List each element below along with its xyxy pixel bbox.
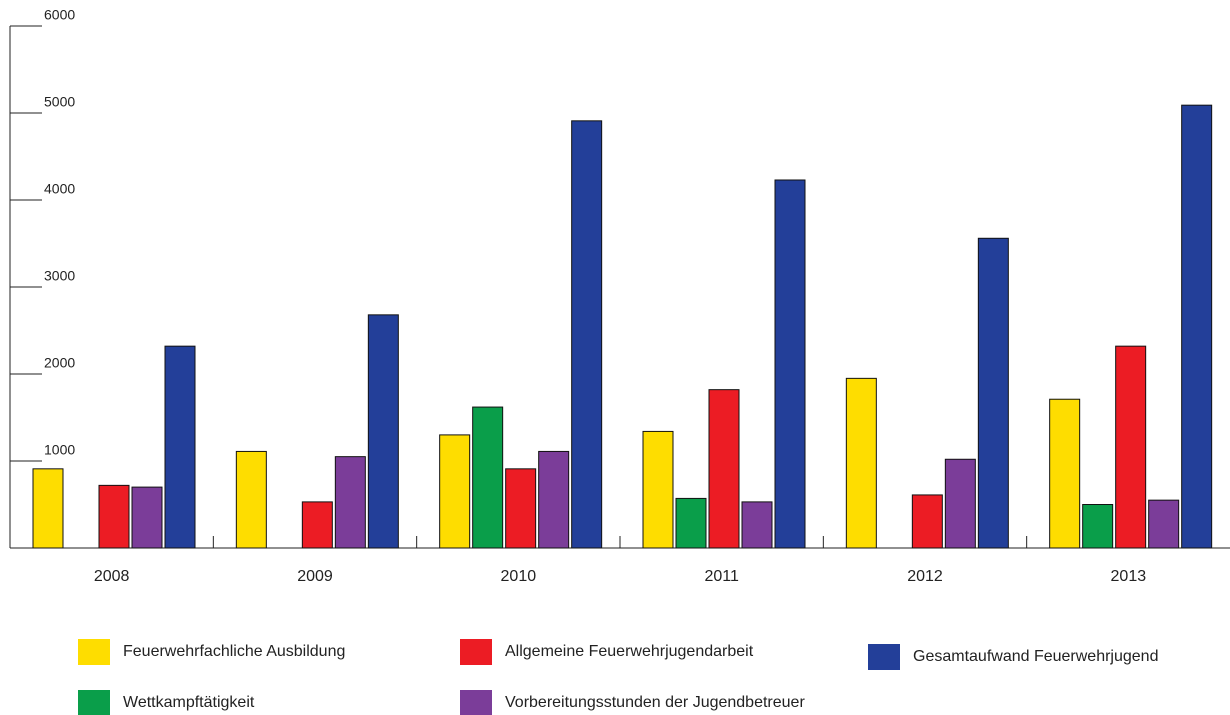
bar — [642, 430, 674, 549]
x-tick-label: 2009 — [297, 568, 333, 585]
bar — [675, 497, 707, 549]
bar — [439, 434, 471, 549]
legend-label: Feuerwehrfachliche Ausbildung — [123, 643, 345, 660]
y-tick-label: 6000 — [44, 7, 75, 23]
bar — [1082, 504, 1114, 549]
bar — [845, 377, 877, 549]
legend-label: Vorbereitungsstunden der Jugendbetreuer — [505, 694, 805, 711]
bar — [741, 501, 773, 549]
legend-swatch — [460, 690, 492, 715]
bar — [164, 345, 196, 549]
bar — [774, 179, 806, 549]
bar — [708, 389, 740, 549]
bar — [98, 484, 130, 549]
bar — [1115, 345, 1147, 549]
legend-swatch — [460, 639, 492, 665]
bar — [334, 456, 366, 549]
bar — [32, 468, 64, 549]
bar — [367, 314, 399, 549]
legend-label: Allgemeine Feuerwehrjugendarbeit — [505, 643, 754, 660]
y-tick-label: 2000 — [44, 355, 75, 371]
bar — [131, 486, 163, 549]
legend-label: Wettkampftätigkeit — [123, 694, 255, 711]
x-tick-label: 2010 — [501, 568, 537, 585]
bar — [944, 458, 976, 549]
x-tick-label: 2013 — [1111, 568, 1147, 585]
bar — [977, 237, 1009, 549]
legend-label: Gesamtaufwand Feuerwehrjugend — [913, 648, 1158, 665]
bar — [235, 450, 267, 549]
bar — [538, 450, 570, 549]
bar — [472, 406, 504, 549]
bar — [301, 501, 333, 549]
legend-swatch — [78, 690, 110, 715]
y-tick-label: 1000 — [44, 442, 75, 458]
y-tick-label: 5000 — [44, 94, 75, 110]
bar — [571, 120, 603, 549]
legend-swatch — [78, 639, 110, 665]
bar — [505, 468, 537, 549]
bar — [1181, 104, 1213, 549]
bar — [1049, 398, 1081, 549]
x-tick-label: 2012 — [907, 568, 943, 585]
legend-swatch — [868, 644, 900, 670]
y-tick-label: 4000 — [44, 181, 75, 197]
x-tick-label: 2011 — [704, 568, 739, 585]
bar — [1148, 499, 1180, 549]
bar — [911, 494, 943, 549]
y-tick-label: 3000 — [44, 268, 75, 284]
x-tick-label: 2008 — [94, 568, 130, 585]
